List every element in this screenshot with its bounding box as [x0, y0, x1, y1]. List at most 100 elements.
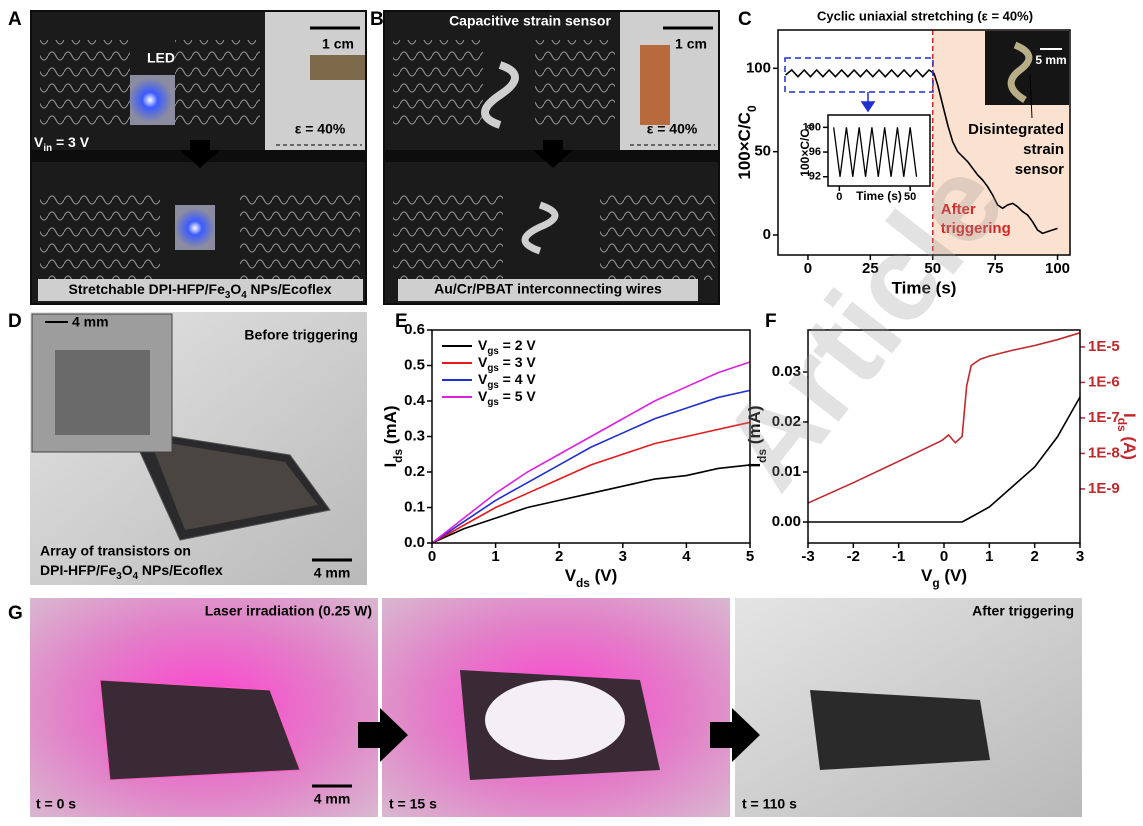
scale-label: 1 cm: [322, 36, 354, 52]
sensor-debris: [1007, 41, 1033, 104]
text-part: V: [478, 371, 488, 387]
annotation: strain: [1023, 141, 1064, 158]
subscript: 3: [225, 290, 231, 301]
panel-d: D 4 mm Before triggering Array of transi…: [8, 311, 367, 585]
series-line: [808, 396, 1081, 523]
wire-copper: [640, 45, 670, 125]
device: [810, 690, 990, 770]
x-tick-label: -2: [847, 548, 860, 565]
caption-box: [38, 279, 363, 301]
x-tick-label: 75: [987, 260, 1004, 277]
wires: [40, 40, 130, 130]
x-tick-label: 100: [1045, 260, 1070, 277]
subscript: gs: [487, 363, 499, 374]
x-tick-label: 50: [904, 191, 916, 203]
scale-label: 1 cm: [675, 36, 707, 52]
pointer: [1029, 74, 1033, 119]
text-part: V: [478, 337, 488, 353]
x-tick-label: 0: [804, 260, 812, 277]
annotation: sensor: [1015, 161, 1064, 178]
led-glow: [175, 208, 215, 248]
state-label: Before triggering: [244, 327, 358, 343]
text-part: V: [34, 134, 44, 150]
panel-letter: F: [765, 311, 777, 332]
x-tick-label: -1: [892, 548, 905, 565]
zoom-arrow: [860, 92, 876, 113]
x-tick-label: 0: [428, 548, 436, 565]
subscript: ds: [755, 449, 769, 463]
y-tick-label: 0.1: [404, 498, 425, 515]
subscript: 0: [805, 124, 815, 129]
y-axis-label: 100×C/C0: [735, 105, 759, 180]
y-tick-label: 0.01: [772, 463, 801, 480]
legend-label: Vgs = 2 V: [478, 337, 536, 357]
device: [99, 679, 301, 781]
y-tick-label: 0.5: [404, 356, 425, 373]
text-part: 100×C/C: [735, 112, 754, 180]
subscript: ds: [576, 576, 590, 590]
zoom-box: [784, 57, 934, 93]
subscript: ds: [391, 449, 405, 463]
clamp: [265, 12, 365, 150]
sensor: [521, 201, 559, 255]
led-label: LED: [147, 50, 175, 66]
wires: [175, 40, 260, 130]
y2-tick-label: 1E-7: [1088, 409, 1120, 426]
frame-label: Laser irradiation (0.25 W): [205, 603, 372, 619]
panel-a: A LED 1 cm ε = 40% Vin = 3 V Stretchable…: [8, 9, 367, 305]
scale-label: 4 mm: [314, 565, 351, 581]
y-tick-label: 0.3: [404, 427, 425, 444]
x-axis-label: Time (s): [892, 278, 957, 297]
y2-axis-label: Ids (A): [1115, 413, 1139, 460]
text-part: (V): [940, 566, 967, 585]
panel-letter: G: [8, 603, 23, 624]
caption: Stretchable DPI-HFP/Fe3O4 NPs/Ecoflex: [69, 281, 332, 301]
x-tick-label: 1: [491, 548, 499, 565]
y-axis-label: Ids (mA): [745, 405, 769, 467]
panel-letter: A: [8, 9, 22, 30]
x-axis-label: Vg (V): [921, 566, 967, 590]
melt: [485, 680, 625, 760]
text-part: = 5 V: [499, 388, 537, 404]
text-part: = 3 V: [52, 134, 90, 150]
text-part: = 2 V: [499, 337, 537, 353]
panel-g: G Laser irradiation (0.25 W) t = 0 s 4 m…: [8, 598, 1082, 817]
x-tick-label: 2: [1030, 548, 1038, 565]
series-line: [431, 421, 751, 544]
subscript: gs: [487, 346, 499, 357]
text-part: O: [122, 562, 133, 578]
plot-frame: [807, 329, 1081, 544]
arrow: [180, 140, 220, 168]
sensor-label: Capacitive strain sensor: [449, 13, 611, 29]
y-tick-label: 96: [809, 146, 821, 158]
led-glow: [128, 78, 172, 122]
text-part: NPs/Ecoflex: [247, 281, 332, 297]
wires: [393, 190, 503, 280]
x-tick-label: 3: [619, 548, 627, 565]
scale-label: 4 mm: [72, 314, 109, 330]
caption-box: [398, 279, 698, 301]
caption: Au/Cr/PBAT interconnecting wires: [434, 281, 662, 297]
wires: [40, 190, 160, 280]
series-line: [784, 68, 1058, 235]
text-part: (V): [590, 566, 617, 585]
y-tick-label: 0.6: [404, 321, 425, 338]
series-line: [807, 332, 1081, 504]
y-tick-label: 0.02: [772, 413, 801, 430]
wires: [600, 190, 715, 280]
x-axis-label: Vds (V): [565, 566, 618, 590]
legend-label: Vgs = 3 V: [478, 354, 536, 374]
x-tick-label: 1: [985, 548, 993, 565]
scale-label: 4 mm: [314, 791, 351, 807]
text-part: DPI-HFP/Fe: [40, 562, 116, 578]
x-tick-label: 0: [940, 548, 948, 565]
text-part: = 4 V: [499, 371, 537, 387]
text-part: (mA): [745, 405, 764, 448]
text-part: I: [745, 463, 764, 468]
x-tick-label: 5: [746, 548, 754, 565]
series-line: [431, 361, 751, 544]
y-tick-label: 100: [803, 121, 821, 133]
chart: 0 1 2 3 4 5 0.0 0.1 0.2 0.3 0.4 0.5 0.6 Vds (V) Ids (m…: [381, 321, 754, 590]
trigger-label: After: [941, 201, 976, 218]
